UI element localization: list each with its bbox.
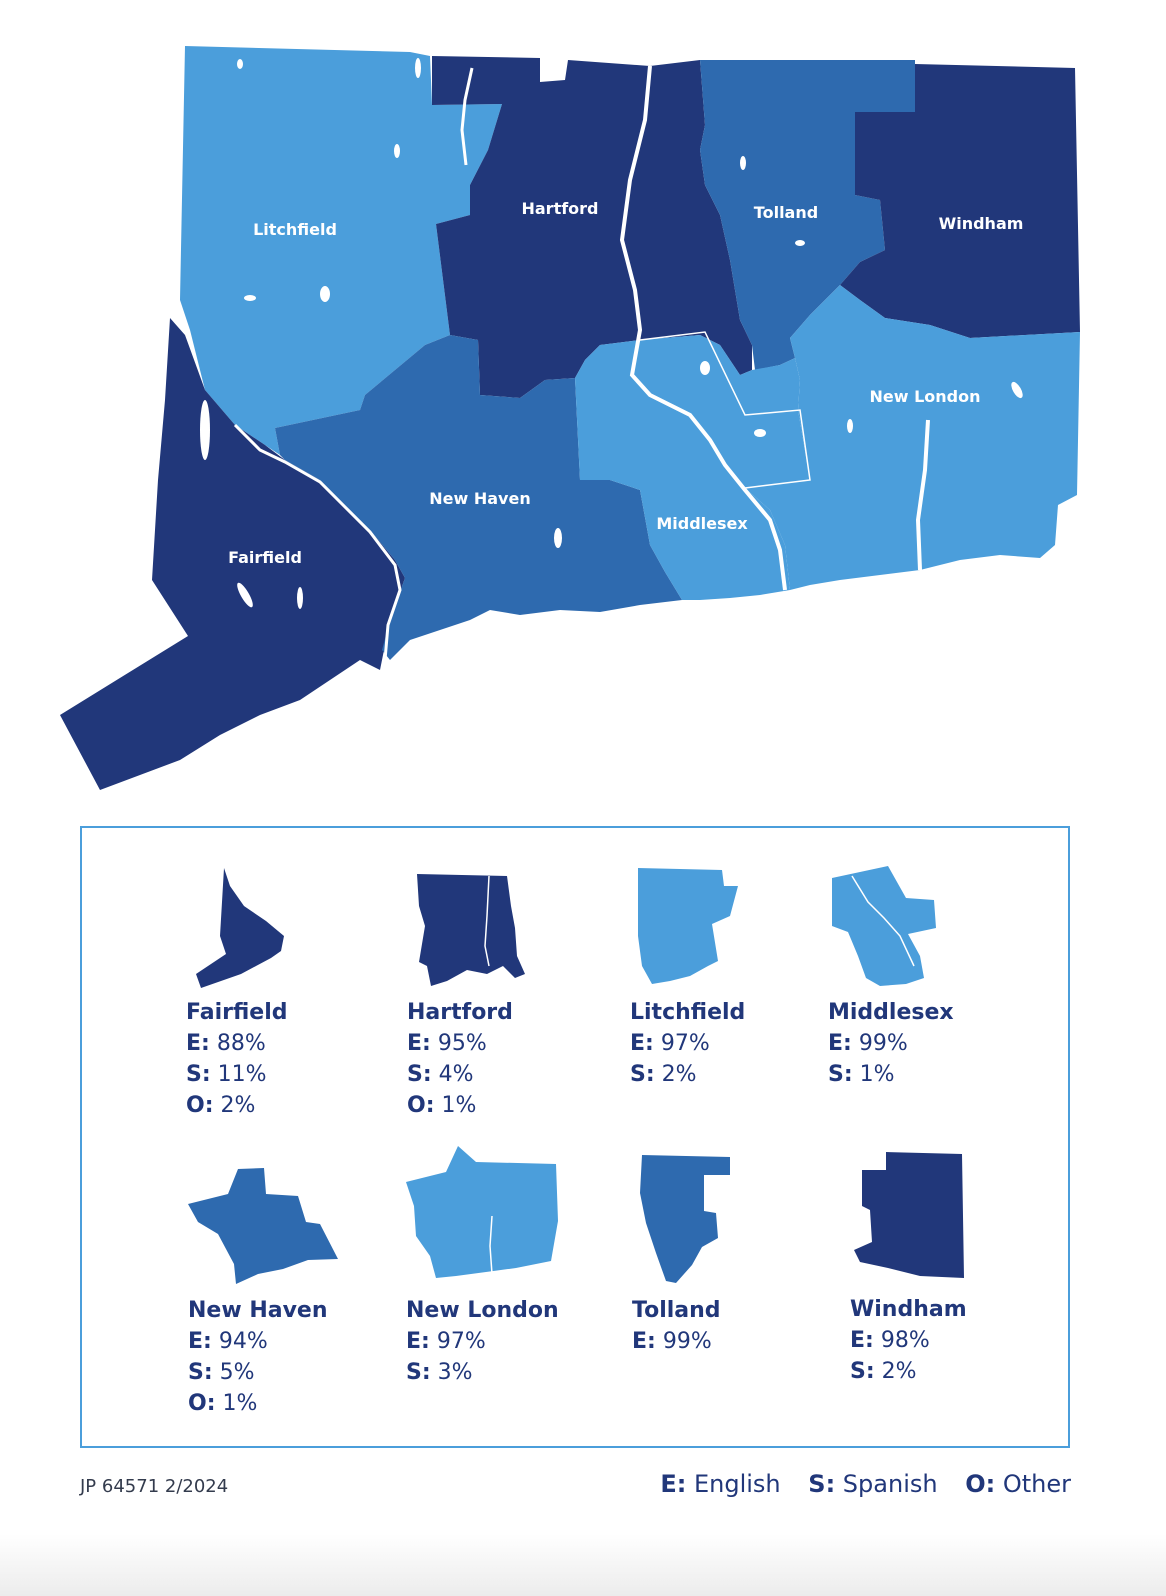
lake (754, 429, 766, 437)
county-language-legend: Fairfield E: 88% S: 11% O: 2% Hartford E… (80, 826, 1070, 1448)
legend-card-new-london: New London E: 97% S: 3% (406, 1146, 606, 1388)
stat-english: E: 94% (188, 1329, 268, 1354)
lake (554, 528, 562, 548)
county-hartford (432, 56, 752, 398)
stat-english: E: 95% (407, 1031, 487, 1056)
stat-english: E: 97% (630, 1031, 710, 1056)
card-name: New Haven (188, 1298, 328, 1323)
card-name: Hartford (407, 1000, 513, 1025)
stat-spanish: S: 3% (406, 1360, 473, 1385)
county-windham (840, 64, 1080, 338)
stat-english: E: 88% (186, 1031, 266, 1056)
bottom-shadow (0, 1534, 1166, 1596)
legend-card-litchfield: Litchfield E: 97% S: 2% (630, 866, 830, 1090)
lake (297, 587, 303, 609)
lake (394, 144, 400, 158)
label-windham: Windham (939, 214, 1024, 233)
key-other: O: Other (965, 1470, 1071, 1498)
lake (415, 58, 421, 78)
legend-card-middlesex: Middlesex E: 99% S: 1% (828, 866, 1028, 1090)
label-hartford: Hartford (521, 199, 598, 218)
stat-spanish: S: 1% (828, 1062, 895, 1087)
county-litchfield (180, 46, 502, 455)
label-middlesex: Middlesex (656, 514, 748, 533)
lake (237, 582, 253, 608)
lake (740, 156, 746, 170)
key-spanish: S: Spanish (808, 1470, 938, 1498)
legend-card-windham: Windham E: 98% S: 2% (850, 1150, 1050, 1387)
stat-english: E: 98% (850, 1328, 930, 1353)
label-fairfield: Fairfield (228, 548, 302, 567)
card-name: Tolland (632, 1298, 721, 1323)
label-new-london: New London (869, 387, 980, 406)
language-key: E: English S: Spanish O: Other (640, 1470, 1071, 1498)
lake (200, 400, 210, 460)
lake (847, 419, 853, 433)
label-new-haven: New Haven (429, 489, 530, 508)
lake (795, 240, 805, 246)
county-boundary-line (639, 331, 811, 489)
legend-card-tolland: Tolland E: 99% (632, 1153, 832, 1357)
lake (320, 286, 330, 302)
stat-english: E: 97% (406, 1329, 486, 1354)
stat-other: O: 2% (186, 1093, 256, 1118)
windham-shape-icon (854, 1152, 964, 1278)
card-name: Middlesex (828, 1000, 954, 1025)
stat-other: O: 1% (188, 1391, 258, 1416)
hartford-shape-icon (417, 874, 525, 986)
stat-spanish: S: 11% (186, 1062, 267, 1087)
stat-english: E: 99% (828, 1031, 908, 1056)
county-middlesex (575, 335, 810, 600)
card-name: New London (406, 1298, 559, 1323)
stat-other: O: 1% (407, 1093, 477, 1118)
farmington-river (460, 67, 474, 166)
county-tolland (700, 60, 915, 370)
middlesex-shape-icon (832, 866, 936, 986)
stat-english: E: 99% (632, 1329, 712, 1354)
county-new-haven (275, 335, 682, 660)
card-name: Fairfield (186, 1000, 288, 1025)
lake (700, 361, 710, 375)
stat-spanish: S: 2% (850, 1359, 917, 1384)
legend-card-fairfield: Fairfield E: 88% S: 11% O: 2% (186, 866, 386, 1121)
key-english: E: English (660, 1470, 781, 1498)
new-haven-shape-icon (188, 1168, 338, 1284)
connecticut-county-map: Litchfield Hartford Tolland Windham Fair… (60, 46, 1080, 790)
new-london-shape-icon (406, 1146, 558, 1278)
housatonic-river (233, 423, 402, 661)
legend-card-new-haven: New Haven E: 94% S: 5% O: 1% (188, 1164, 388, 1419)
stat-spanish: S: 4% (407, 1062, 474, 1087)
lake (244, 295, 256, 301)
legend-card-hartford: Hartford E: 95% S: 4% O: 1% (407, 866, 607, 1121)
card-name: Litchfield (630, 1000, 746, 1025)
lake (237, 59, 243, 69)
label-litchfield: Litchfield (253, 220, 337, 239)
fairfield-shape-icon (196, 868, 284, 988)
county-fairfield (60, 318, 405, 790)
document-code: JP 64571 2/2024 (80, 1476, 229, 1497)
stat-spanish: S: 2% (630, 1062, 697, 1087)
litchfield-shape-icon (638, 868, 738, 984)
thames-river (915, 419, 930, 571)
county-new-london (745, 285, 1080, 590)
label-tolland: Tolland (754, 203, 818, 222)
connecticut-river (619, 65, 787, 591)
stat-spanish: S: 5% (188, 1360, 255, 1385)
card-name: Windham (850, 1297, 967, 1322)
lake (1011, 381, 1023, 399)
tolland-shape-icon (640, 1155, 730, 1283)
